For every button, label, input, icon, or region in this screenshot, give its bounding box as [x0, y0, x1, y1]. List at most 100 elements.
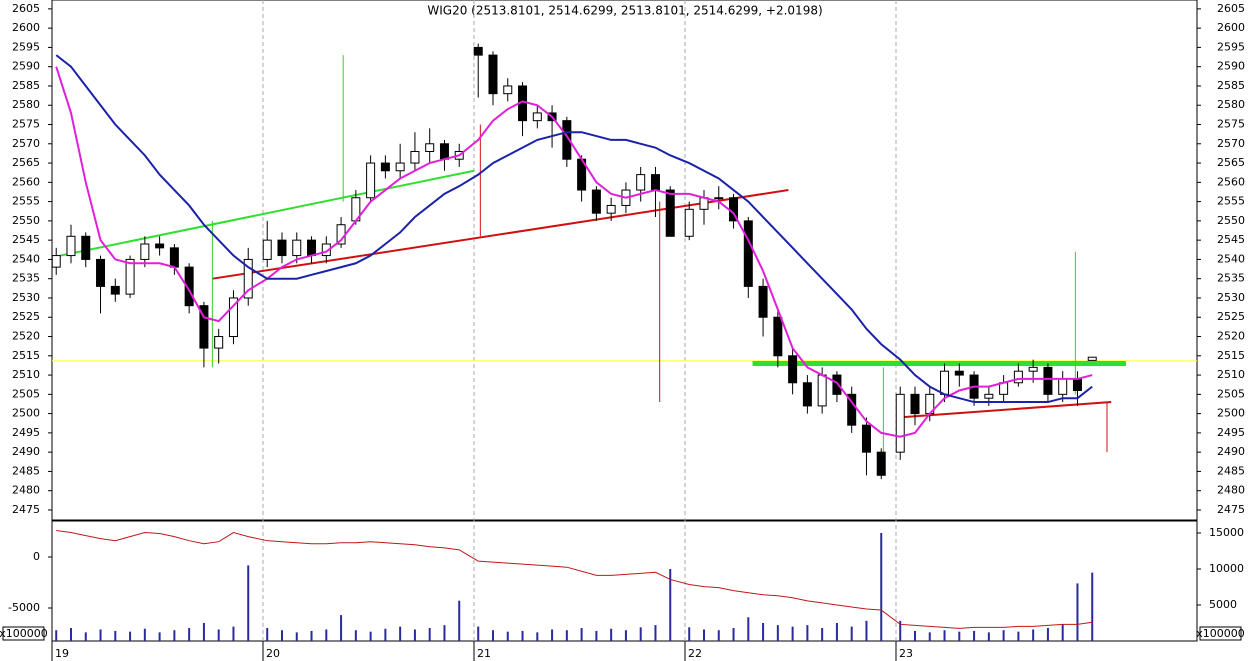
volume-bar [99, 629, 102, 641]
candle-body [802, 382, 812, 407]
y-tick-label: 2520 [12, 330, 40, 343]
volume-bar [702, 629, 705, 641]
y-tick-label: 2560 [1217, 175, 1245, 188]
x-tick-label: 23 [899, 647, 913, 660]
moving-average [55, 66, 1093, 438]
y-tick-label: 2580 [12, 98, 40, 111]
y2-tick-label: 15000 [1209, 526, 1244, 539]
y-tick-label: 2530 [12, 291, 40, 304]
volume-bar [880, 533, 883, 641]
candle-body [650, 174, 660, 191]
y-tick-label: 2565 [1217, 156, 1245, 169]
candle-body [66, 235, 76, 257]
volume-bar [1061, 624, 1064, 641]
indicator-line [56, 529, 1093, 629]
candle-body [51, 255, 61, 268]
volume-bar [266, 628, 269, 641]
candle-body [366, 162, 376, 199]
volume-unit: x100000 [0, 627, 48, 640]
candle-body [277, 239, 287, 257]
volume-bar [354, 630, 357, 641]
y-tick-label: 0 [33, 550, 40, 563]
volume-bar [717, 630, 720, 641]
volume-bar [865, 620, 868, 641]
y-tick-label: 2555 [1217, 195, 1245, 208]
y-tick-label: 2545 [12, 233, 40, 246]
volume-bar [791, 626, 794, 641]
candle-body [910, 393, 920, 415]
volume-bar [325, 629, 328, 641]
volume-bar [129, 631, 132, 641]
volume-bar [943, 630, 946, 641]
y-tick-label: 2475 [12, 503, 40, 516]
volume-bar [384, 628, 387, 641]
candle-body [562, 120, 572, 160]
volume-bar [247, 565, 250, 641]
volume-bar [188, 628, 191, 641]
y-tick-label: 2570 [1217, 137, 1245, 150]
y-tick-label: 2530 [1217, 291, 1245, 304]
candle-body [243, 258, 253, 299]
candle-body [1043, 366, 1053, 395]
x-tick-label: 22 [688, 647, 702, 660]
y-tick-label: 2605 [12, 2, 40, 15]
y-tick-label: 2570 [12, 137, 40, 150]
y-tick-label: 2595 [1217, 40, 1245, 53]
volume-unit: x100000 [1196, 627, 1245, 640]
volume-bar [158, 632, 161, 641]
y-tick-label: 2510 [12, 368, 40, 381]
y-tick-label: 2500 [1217, 407, 1245, 420]
candle-body [861, 424, 871, 453]
volume-bar [536, 632, 539, 641]
y-tick-label: 2515 [1217, 349, 1245, 362]
candle-body [425, 143, 435, 152]
volume-bar [669, 569, 672, 641]
candle-body [832, 374, 842, 395]
candle-body [1087, 356, 1097, 361]
volume-bar [280, 630, 283, 641]
volume-bar [413, 629, 416, 641]
y-tick-label: 2500 [12, 407, 40, 420]
candle-body [262, 239, 272, 260]
y-tick-label: 2495 [1217, 426, 1245, 439]
candle-body [307, 239, 317, 257]
volume-bar [958, 631, 961, 641]
volume-bar [565, 630, 568, 641]
volume-bar [580, 628, 583, 641]
volume-bar [806, 625, 809, 641]
volume-bar [1076, 583, 1079, 641]
volume-bar [310, 630, 313, 641]
volume-bar [477, 626, 480, 641]
volume-bar [399, 626, 402, 641]
candle-body [1013, 370, 1023, 384]
y-tick-label: 2485 [1217, 464, 1245, 477]
y-tick-label: 2590 [12, 60, 40, 73]
trend-line [212, 189, 789, 280]
candle-body [199, 305, 209, 349]
volume-bar [835, 623, 838, 641]
y-tick-label: 2590 [1217, 60, 1245, 73]
y-tick-label: 2555 [12, 195, 40, 208]
volume-bar [821, 628, 824, 641]
candle-body [743, 220, 753, 287]
volume-bar [114, 630, 117, 641]
volume-bar [762, 623, 765, 641]
volume-bar [913, 630, 916, 641]
volume-bar [688, 627, 691, 641]
x-tick-label: 19 [55, 647, 69, 660]
volume-bar [899, 620, 902, 641]
y-tick-label: 2535 [12, 272, 40, 285]
volume-bar [1046, 628, 1049, 641]
volume-bar [624, 630, 627, 641]
volume-bar [232, 626, 235, 641]
candle-body [591, 189, 601, 214]
candle-body [439, 143, 449, 160]
volume-bar [69, 628, 72, 641]
volume-bar [506, 631, 509, 641]
candle-body [940, 370, 950, 395]
volume-bar [1002, 630, 1005, 641]
y-tick-label: 2535 [1217, 272, 1245, 285]
chart-title: WIG20 (2513.8101, 2514.6299, 2513.8101, … [427, 4, 822, 18]
volume-bar [654, 625, 657, 641]
candle-body [125, 258, 135, 295]
